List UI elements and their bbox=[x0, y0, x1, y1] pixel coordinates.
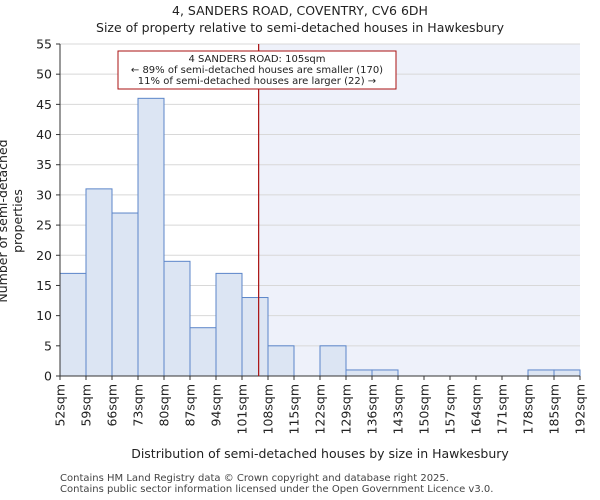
x-tick-label: 80sqm bbox=[157, 384, 172, 427]
annotation-box bbox=[117, 50, 397, 90]
x-tick-label: 185sqm bbox=[547, 384, 562, 434]
x-tick-label: 192sqm bbox=[573, 384, 588, 434]
x-tick-label: 66sqm bbox=[105, 384, 120, 427]
bar bbox=[241, 297, 269, 377]
y-axis-label: Number of semi-detached properties bbox=[0, 139, 25, 303]
footer-copyright: Contains HM Land Registry data © Crown c… bbox=[60, 473, 449, 484]
x-tick-label: 150sqm bbox=[417, 384, 432, 434]
x-axis-label: Distribution of semi-detached houses by … bbox=[131, 446, 509, 461]
x-tick-label: 171sqm bbox=[495, 384, 510, 434]
x-tick-label: 143sqm bbox=[391, 384, 406, 434]
x-tick-label: 52sqm bbox=[53, 384, 68, 427]
x-tick-label: 122sqm bbox=[313, 384, 328, 434]
x-tick-label: 59sqm bbox=[79, 384, 94, 427]
x-tick-label: 157sqm bbox=[443, 384, 458, 434]
y-tick-label: 20 bbox=[36, 248, 52, 263]
y-tick-label: 0 bbox=[44, 369, 52, 384]
bar bbox=[215, 272, 243, 377]
y-tick-label: 50 bbox=[36, 67, 52, 82]
y-tick-label: 55 bbox=[36, 37, 52, 52]
y-tick-label: 15 bbox=[36, 278, 52, 293]
y-tick-label: 25 bbox=[36, 218, 52, 233]
x-tick-label: 164sqm bbox=[469, 384, 484, 434]
x-tick-label: 178sqm bbox=[521, 384, 536, 434]
x-tick-label: 136sqm bbox=[365, 384, 380, 434]
y-tick-label: 40 bbox=[36, 127, 52, 142]
y-tick-label: 10 bbox=[36, 308, 52, 323]
bar bbox=[59, 272, 87, 377]
bar bbox=[189, 327, 217, 377]
chart-title: Size of property relative to semi-detach… bbox=[96, 20, 504, 35]
x-tick-label: 108sqm bbox=[261, 384, 276, 434]
x-tick-label: 87sqm bbox=[183, 384, 198, 427]
footer-licence: Contains public sector information licen… bbox=[60, 484, 494, 495]
annotation-smaller: ← 89% of semi-detached houses are smalle… bbox=[131, 65, 383, 76]
y-tick-label: 30 bbox=[36, 187, 52, 202]
y-tick-label: 5 bbox=[44, 338, 52, 353]
x-tick-label: 129sqm bbox=[339, 384, 354, 434]
x-tick-label: 94sqm bbox=[209, 384, 224, 427]
bar bbox=[319, 345, 347, 377]
bar bbox=[85, 188, 113, 377]
bar bbox=[111, 212, 139, 377]
bar bbox=[137, 97, 165, 377]
bar bbox=[345, 369, 373, 377]
annotation-larger: 11% of semi-detached houses are larger (… bbox=[138, 76, 376, 87]
x-tick-label: 101sqm bbox=[235, 384, 250, 434]
x-tick-label: 115sqm bbox=[287, 384, 302, 434]
bar bbox=[527, 369, 555, 377]
bar bbox=[371, 369, 399, 377]
highlight-region bbox=[258, 44, 580, 376]
chart-title-address: 4, SANDERS ROAD, COVENTRY, CV6 6DH bbox=[172, 3, 428, 18]
annotation-title: 4 SANDERS ROAD: 105sqm bbox=[188, 54, 325, 65]
y-tick-label: 35 bbox=[36, 157, 52, 172]
x-tick-label: 73sqm bbox=[131, 384, 146, 427]
y-tick-label: 45 bbox=[36, 97, 52, 112]
bar bbox=[267, 345, 295, 377]
bar bbox=[553, 369, 581, 377]
bar bbox=[163, 260, 191, 377]
